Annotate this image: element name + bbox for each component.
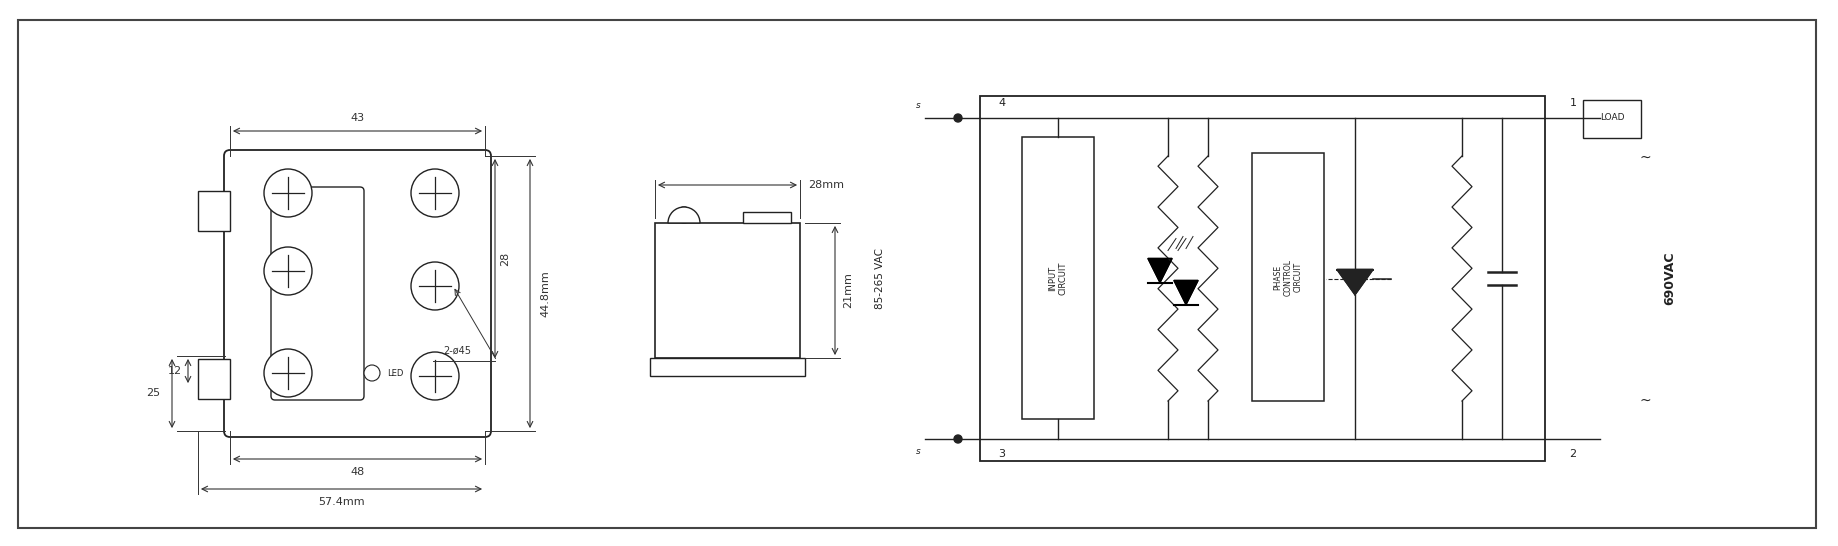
Text: LED: LED [388,369,403,377]
Circle shape [364,365,380,381]
Circle shape [412,352,460,400]
Text: 2: 2 [1570,449,1577,459]
Polygon shape [1336,270,1373,295]
Text: INPUT
CIRCUIT: INPUT CIRCUIT [1048,262,1068,295]
Text: 25: 25 [145,389,160,399]
Text: s: s [915,447,921,456]
Bar [743,212,792,223]
Bar [654,223,800,358]
Text: 1: 1 [1570,98,1577,108]
Text: 85-265 VAC: 85-265 VAC [875,248,886,309]
Circle shape [412,169,460,217]
Text: 48: 48 [351,467,364,477]
Bar [651,358,805,376]
Circle shape [265,169,312,217]
Bar [199,191,230,231]
Circle shape [265,349,312,397]
FancyBboxPatch shape [224,150,491,437]
Wedge shape [667,207,700,223]
Text: 28mm: 28mm [809,180,844,190]
Bar [980,96,1546,461]
Bar [199,359,230,399]
Text: s: s [915,101,921,110]
Text: 44.8mm: 44.8mm [540,270,550,317]
Bar [1022,137,1094,419]
Circle shape [676,207,691,223]
FancyBboxPatch shape [270,187,364,400]
Circle shape [954,435,961,443]
Text: ~: ~ [1639,151,1651,165]
Polygon shape [1149,258,1173,282]
Polygon shape [1174,281,1198,305]
Circle shape [265,247,312,295]
Text: 2-ø45: 2-ø45 [443,346,471,356]
Text: 57.4mm: 57.4mm [318,497,364,507]
Bar [1583,100,1641,138]
Text: PHASE
CONTROL
CIRCUIT: PHASE CONTROL CIRCUIT [1274,258,1303,295]
Text: ~: ~ [1639,394,1651,408]
Text: 690VAC: 690VAC [1663,252,1676,305]
Text: 3: 3 [998,449,1005,459]
Text: 12: 12 [167,366,182,376]
Text: 4: 4 [998,98,1005,108]
Text: LOAD: LOAD [1599,114,1625,122]
Text: 43: 43 [351,113,364,123]
Text: 28: 28 [500,251,509,265]
Circle shape [954,114,961,122]
Text: 21mm: 21mm [844,272,853,308]
Bar [1252,153,1323,401]
Circle shape [412,262,460,310]
